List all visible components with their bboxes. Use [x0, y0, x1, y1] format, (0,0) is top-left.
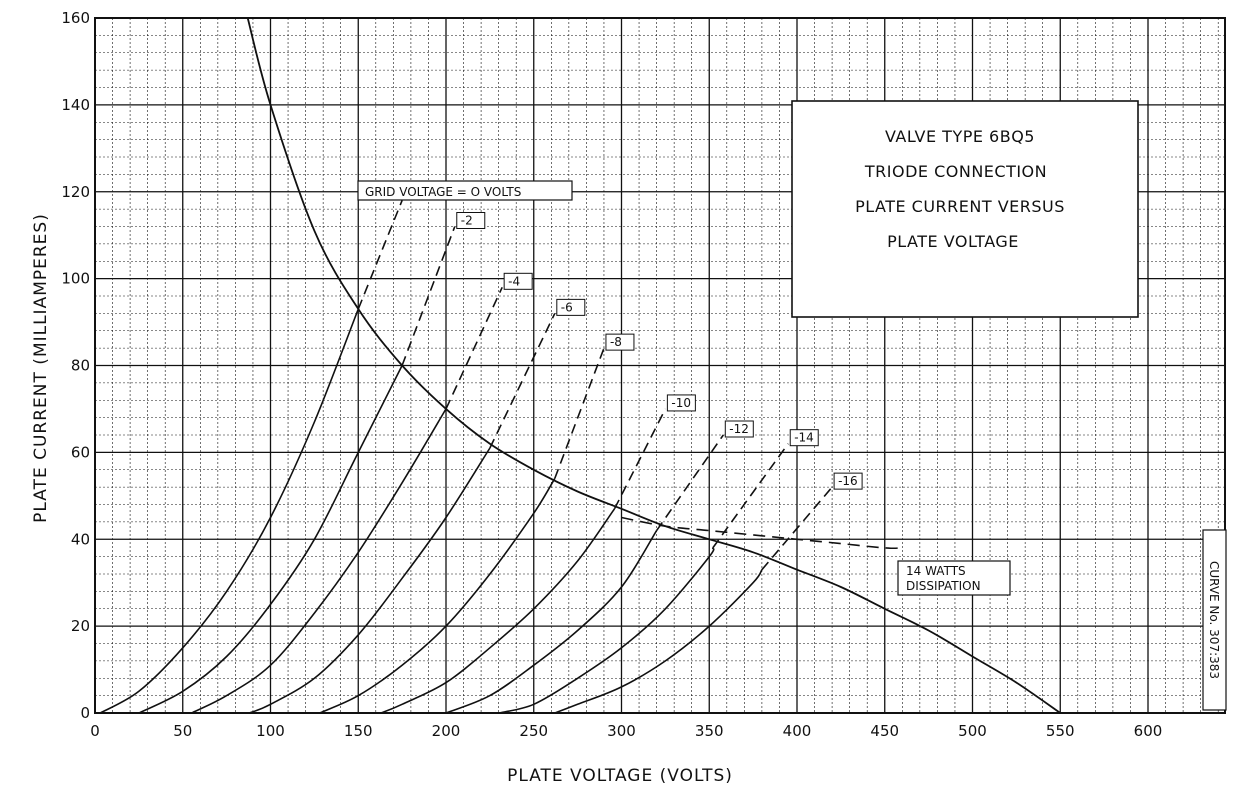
y-tick-label: 40 [71, 530, 90, 548]
curve-label-box [556, 298, 586, 316]
curve-grid-neg10-dashed [613, 408, 667, 510]
x-tick-label: 350 [695, 722, 724, 740]
y-tick-label: 140 [61, 96, 90, 114]
curve-number-box: CURVE No. 307:383 [1202, 529, 1227, 711]
curve-label-box [605, 333, 635, 351]
curve-grid-neg14-dashed [712, 443, 789, 549]
y-tick-label: 60 [71, 443, 90, 461]
dissipation-label-box: 14 WATTS DISSIPATION [897, 560, 1011, 596]
y-tick-label: 120 [61, 183, 90, 201]
title-line-1: VALVE TYPE 6BQ5 [885, 127, 1035, 146]
curve-label-box [666, 394, 696, 412]
x-tick-label: 100 [256, 722, 285, 740]
curve-labels: -2 -4 -6 -8 -10 -12 -14 -16 [456, 212, 863, 490]
curve-label-neg16: -16 [838, 474, 858, 488]
curve-label-box [456, 212, 486, 229]
curve-grid-neg16-dashed [761, 486, 833, 571]
curve-grid-0 [99, 308, 360, 714]
curve-label-box [724, 420, 754, 438]
curve-grid-neg6-dashed [489, 313, 556, 449]
dissipation-curve [246, 17, 1061, 714]
x-tick-label: 250 [519, 722, 548, 740]
y-tick-label: 100 [61, 270, 90, 288]
x-tick-label: 150 [344, 722, 373, 740]
curve-grid-neg14 [498, 547, 715, 714]
title-line-4: PLATE VOLTAGE [887, 232, 1019, 251]
curve-label-neg12: -12 [729, 422, 749, 436]
x-tick-label: 200 [432, 722, 461, 740]
x-tick-label: 450 [870, 722, 899, 740]
x-tick-label: 550 [1046, 722, 1075, 740]
curve-grid-neg8-dashed [554, 347, 605, 479]
curve-grid-neg6 [249, 447, 491, 714]
curve-grid-neg16 [554, 569, 763, 714]
curve-number-label: CURVE No. 307:383 [1207, 561, 1221, 679]
y-tick-label: 80 [71, 357, 90, 375]
y-axis-title: PLATE CURRENT (MILLIAMPERES) [31, 213, 51, 523]
plot-frame [94, 17, 1226, 714]
title-line-3: PLATE CURRENT VERSUS [855, 197, 1065, 216]
curve-label-neg10: -10 [671, 396, 691, 410]
x-tick-label: 50 [173, 722, 192, 740]
x-tick-label: 600 [1134, 722, 1163, 740]
y-tick-label: 20 [71, 617, 90, 635]
dissipation-label-line-1: 14 WATTS [906, 564, 966, 578]
grid-voltage-label: GRID VOLTAGE = O VOLTS [365, 185, 521, 199]
dissipation-curve-group [246, 17, 1061, 714]
x-tick-label: 500 [958, 722, 987, 740]
y-tick-label: 160 [61, 9, 90, 27]
y-tick-label: 0 [80, 704, 90, 722]
x-axis-title: PLATE VOLTAGE (VOLTS) [507, 766, 733, 786]
plot-border [94, 17, 1226, 714]
curve-label-neg14: -14 [794, 431, 814, 445]
curve-grid-neg2-dashed [401, 226, 456, 366]
curve-grid-neg4-dashed [445, 286, 503, 410]
curve-label-box [503, 272, 533, 290]
curve-label-box [833, 472, 863, 490]
x-tick-label: 400 [783, 722, 812, 740]
curve-grid-neg4 [191, 408, 447, 714]
dissipation-label-line-2: DISSIPATION [906, 579, 981, 593]
x-tick-label: 0 [90, 722, 100, 740]
curve-label-neg8: -8 [610, 335, 622, 349]
curve-grid-0-dashed [357, 200, 403, 310]
curve-grid-neg12 [445, 530, 658, 714]
grid-voltage-label-box: GRID VOLTAGE = O VOLTS [357, 180, 573, 201]
curve-grid-neg2 [138, 365, 403, 714]
curve-label-box [789, 429, 819, 447]
title-line-2: TRIODE CONNECTION [864, 162, 1047, 181]
curve-grid-neg8 [319, 477, 556, 714]
grid-voltage-curves [99, 200, 833, 714]
title-box: VALVE TYPE 6BQ5 TRIODE CONNECTION PLATE … [791, 100, 1139, 318]
x-axis-ticks: 0 50 100 150 200 250 300 350 400 450 500 550 600 [90, 722, 1162, 740]
curve-label-neg2: -2 [461, 214, 473, 228]
curve-label-neg6: -6 [561, 300, 573, 314]
curve-grid-neg10 [380, 508, 616, 714]
curve-label-neg4: -4 [508, 274, 520, 288]
y-axis-ticks: 0 20 40 60 80 100 120 140 160 [61, 9, 90, 722]
dissipation-leader-line [621, 516, 903, 550]
x-tick-label: 300 [607, 722, 636, 740]
